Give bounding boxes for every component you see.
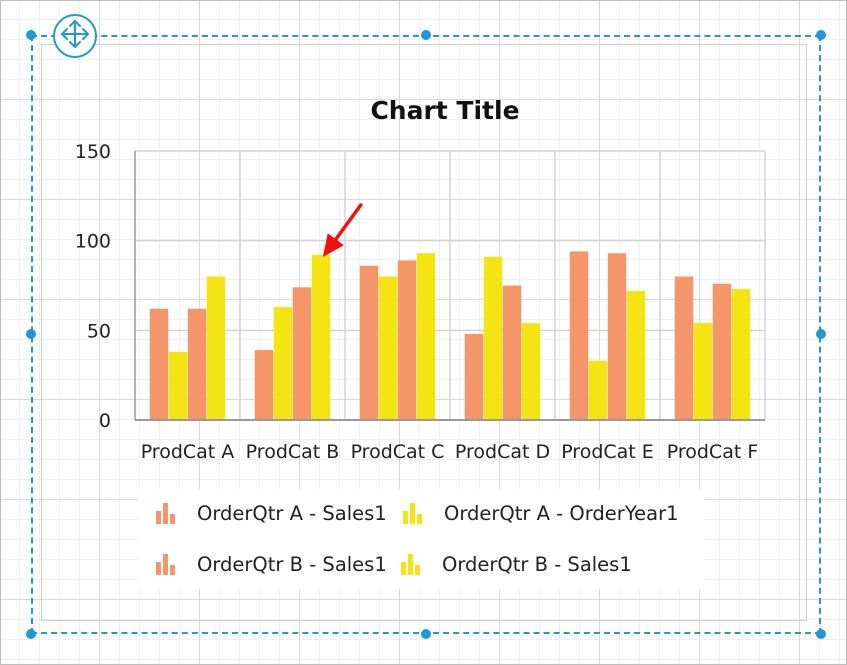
bar [292,287,312,420]
y-tick-label: 150 [75,141,111,163]
category-label: ProdCat E [561,441,654,463]
axes [134,151,765,421]
resize-handle-top-right[interactable] [816,30,826,40]
y-tick-label: 100 [75,231,111,253]
resize-handle-bottom-right[interactable] [816,629,826,639]
bar [693,323,713,420]
annotation-arrow [322,203,363,258]
legend-label: OrderQtr A - Sales1 [197,501,387,525]
bars [149,251,751,420]
resize-handle-middle-left[interactable] [26,329,36,339]
bar-chart-icon [156,503,175,524]
bar [607,253,627,420]
legend-item[interactable]: OrderQtr A - OrderYear1 [402,501,679,525]
category-label: ProdCat F [667,441,759,463]
bar [483,256,503,420]
bar-chart-icon [401,554,420,575]
bar [149,308,169,420]
resize-handle-top-center[interactable] [421,30,431,40]
grid-lines [135,150,766,420]
legend-item[interactable]: OrderQtr B - Sales1 [155,552,387,576]
chart-legend[interactable]: OrderQtr A - Sales1 OrderQtr A - OrderYea… [138,489,704,589]
category-label: ProdCat B [246,441,340,463]
resize-handle-middle-right[interactable] [816,329,826,339]
arrow-head [322,233,344,258]
bar [311,255,331,420]
legend-item[interactable]: OrderQtr A - Sales1 [155,501,387,525]
resize-handle-bottom-center[interactable] [421,629,431,639]
bar [397,260,417,420]
legend-label: OrderQtr A - OrderYear1 [444,501,679,525]
bar [569,251,589,420]
bar [254,350,274,420]
move-handle[interactable] [53,14,97,58]
bar [626,290,646,420]
bar-chart-icon [403,503,422,524]
category-labels: ProdCat A ProdCat B ProdCat C ProdCat D Prod… [141,441,759,463]
legend-item[interactable]: OrderQtr B - Sales1 [400,552,632,576]
chart-area[interactable] [41,44,807,621]
y-tick-label: 50 [87,320,111,342]
bar [206,276,226,420]
arrow-shaft [329,203,363,248]
bar [168,351,188,420]
bar [712,283,732,420]
move-arrows-icon [59,18,91,55]
selection-frame [31,35,821,634]
category-label: ProdCat D [455,441,550,463]
category-label: ProdCat C [351,441,445,463]
bar [521,323,541,420]
y-tick-labels: 0 50 100 150 [75,141,111,432]
bar [187,308,207,420]
bar [273,307,293,420]
bar [359,265,379,420]
legend-label: OrderQtr B - Sales1 [197,552,387,576]
bar [502,285,522,420]
bar [674,276,694,420]
y-tick-label: 0 [99,410,111,432]
chart-title[interactable]: Chart Title [370,96,519,125]
legend-label: OrderQtr B - Sales1 [442,552,632,576]
bar-chart-icon [156,554,175,575]
bar [731,289,751,420]
category-label: ProdCat A [141,441,235,463]
bar [416,253,436,420]
bar [378,276,398,420]
bar [464,333,484,420]
resize-handle-bottom-left[interactable] [26,629,36,639]
resize-handle-top-left[interactable] [26,30,36,40]
bar [588,360,608,420]
